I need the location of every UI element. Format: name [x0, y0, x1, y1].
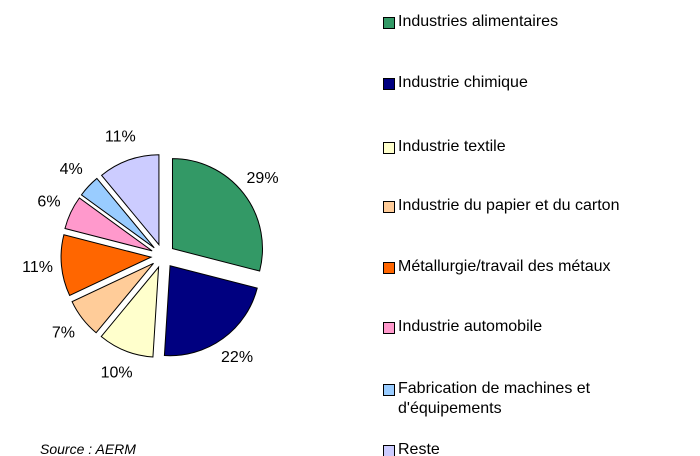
pie-slice [60, 234, 153, 297]
legend-swatch [383, 201, 395, 213]
legend-item: Industrie textile [383, 137, 693, 157]
pie-slice [100, 265, 160, 358]
legend-item: Industrie automobile [383, 317, 693, 337]
legend-item: Métallurgie/travail des métaux [383, 257, 693, 277]
data-label: 7% [52, 324, 75, 341]
pie-slice [171, 158, 263, 272]
legend-label: Industrie textile [398, 138, 506, 155]
legend-swatch [383, 78, 395, 90]
data-label: 11% [22, 259, 53, 276]
legend-item: Industrie chimique [383, 73, 693, 93]
data-label: 11% [105, 129, 136, 146]
pie-slice [100, 154, 160, 247]
legend-label: Métallurgie/travail des métaux [398, 258, 611, 275]
data-label: 4% [60, 161, 83, 178]
legend-label: Reste [398, 441, 440, 456]
data-label: 29% [247, 170, 279, 187]
pie-slice [64, 197, 153, 252]
legend-item: Fabrication de machines et d'équipements [383, 379, 693, 419]
legend-item: Industries alimentaires [383, 12, 693, 32]
pie-slice [80, 177, 155, 249]
legend-swatch [383, 384, 395, 396]
legend-label: Fabrication de machines et d'équipements [398, 380, 591, 417]
legend-item: Industrie du papier et du carton [383, 196, 693, 216]
legend-label: Industrie chimique [398, 74, 528, 91]
legend-swatch [383, 445, 395, 456]
data-label: 6% [37, 194, 60, 211]
data-label: 10% [101, 364, 133, 381]
legend-swatch [383, 17, 395, 29]
legend-label: Industrie automobile [398, 318, 543, 335]
pie-slice [71, 262, 154, 334]
data-label: 22% [221, 349, 253, 366]
legend-label: Industrie du papier et du carton [398, 197, 620, 214]
legend-swatch [383, 322, 395, 334]
pie-slice [163, 265, 258, 357]
legend-swatch [383, 142, 395, 154]
source-note: Source : AERM [40, 441, 136, 456]
legend-swatch [383, 262, 395, 274]
legend-label: Industries alimentaires [398, 13, 559, 30]
legend-item: Reste [383, 440, 693, 456]
